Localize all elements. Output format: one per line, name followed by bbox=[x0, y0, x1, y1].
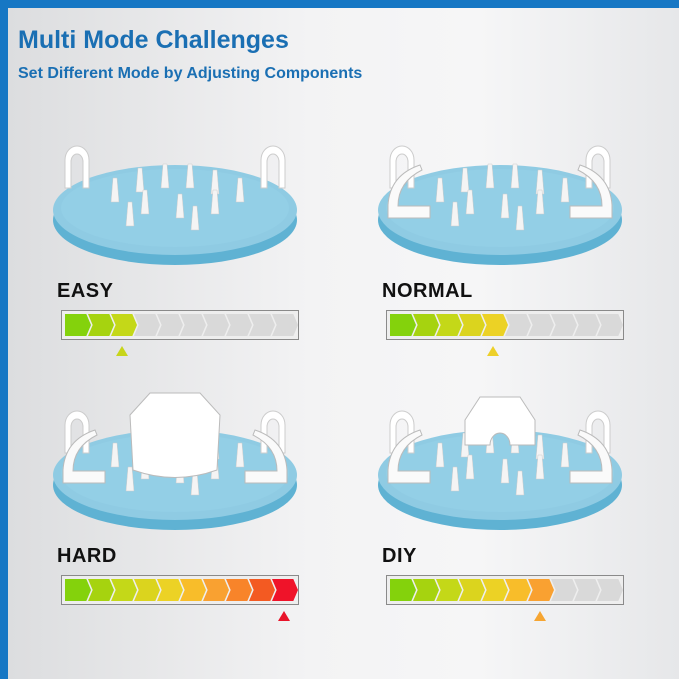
page-title: Multi Mode Challenges bbox=[18, 26, 289, 54]
bar-segment-filled bbox=[88, 314, 114, 336]
bar-segment-filled bbox=[436, 314, 462, 336]
bar-segment-filled bbox=[459, 579, 485, 601]
bar-segment-empty bbox=[272, 314, 298, 336]
bar-segment-filled bbox=[111, 579, 137, 601]
bar-segment-filled bbox=[249, 579, 275, 601]
bar-segment-filled bbox=[528, 579, 554, 601]
mode-label: NORMAL bbox=[382, 280, 473, 302]
bar-segment-empty bbox=[574, 314, 600, 336]
bar-segment-empty bbox=[597, 579, 623, 601]
bar-segment-empty bbox=[180, 314, 206, 336]
bar-segment-empty bbox=[574, 579, 600, 601]
mode-label: HARD bbox=[57, 545, 117, 567]
level-marker-icon bbox=[116, 346, 128, 356]
bar-segment-filled bbox=[413, 579, 439, 601]
difficulty-bar-easy bbox=[61, 310, 299, 340]
bar-segment-filled bbox=[226, 579, 252, 601]
page-subtitle: Set Different Mode by Adjusting Componen… bbox=[18, 65, 363, 82]
bar-segment-filled bbox=[390, 314, 416, 336]
bar-segment-filled bbox=[482, 579, 508, 601]
bar-segment-filled bbox=[203, 579, 229, 601]
bar-segment-filled bbox=[482, 314, 508, 336]
level-marker-icon bbox=[487, 346, 500, 356]
level-marker-icon bbox=[533, 611, 546, 621]
mode-label: EASY bbox=[57, 280, 114, 302]
bar-segment-empty bbox=[551, 579, 577, 601]
bar-segment-filled bbox=[505, 579, 531, 601]
product-image bbox=[378, 396, 622, 530]
bar-segment-filled bbox=[88, 579, 114, 601]
bar-segment-empty bbox=[249, 314, 275, 336]
bar-segment-filled bbox=[134, 579, 160, 601]
bar-segment-filled bbox=[272, 579, 298, 601]
bar-segment-filled bbox=[65, 314, 91, 336]
bar-segment-empty bbox=[157, 314, 183, 336]
difficulty-bar-normal bbox=[386, 310, 624, 340]
bar-segment-empty bbox=[597, 314, 623, 336]
level-marker-icon bbox=[278, 611, 291, 621]
bar-segment-filled bbox=[180, 579, 206, 601]
difficulty-bar-hard bbox=[61, 575, 299, 605]
bar-segment-filled bbox=[157, 579, 183, 601]
bar-segment-empty bbox=[505, 314, 531, 336]
bar-segment-empty bbox=[551, 314, 577, 336]
bar-segment-filled bbox=[436, 579, 462, 601]
bar-segment-filled bbox=[111, 314, 137, 336]
bar-segment-empty bbox=[528, 314, 554, 336]
bar-segment-filled bbox=[65, 579, 91, 601]
mode-label: DIY bbox=[382, 545, 417, 567]
bar-segment-filled bbox=[390, 579, 416, 601]
bar-segment-empty bbox=[226, 314, 252, 336]
product-image bbox=[53, 145, 297, 265]
product-image bbox=[378, 145, 622, 265]
bar-segment-empty bbox=[203, 314, 229, 336]
bar-segment-empty bbox=[134, 314, 160, 336]
bar-segment-filled bbox=[459, 314, 485, 336]
product-image bbox=[53, 392, 297, 530]
infographic: Multi Mode Challenges Set Different Mode… bbox=[8, 8, 679, 679]
bar-segment-filled bbox=[413, 314, 439, 336]
difficulty-bar-diy bbox=[386, 575, 624, 605]
